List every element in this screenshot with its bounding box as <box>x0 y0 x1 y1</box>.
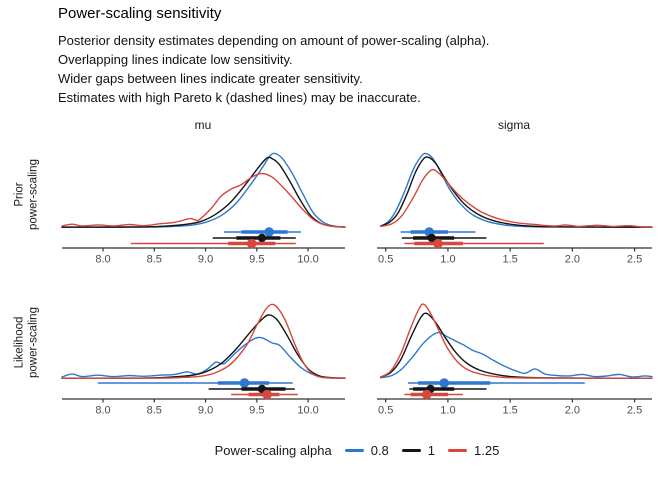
svg-text:0.5: 0.5 <box>378 254 393 266</box>
legend-item-label: 0.8 <box>370 443 389 458</box>
svg-text:9.5: 9.5 <box>249 254 264 266</box>
subtitle-line-1: Posterior density estimates depending on… <box>58 33 490 48</box>
svg-text:8.0: 8.0 <box>95 254 110 266</box>
svg-text:10.0: 10.0 <box>297 405 318 417</box>
legend-line-swatch-red <box>448 449 468 452</box>
svg-text:1.0: 1.0 <box>440 254 455 266</box>
facet-label-prior-power-scaling: Prior power-scaling <box>13 159 40 230</box>
svg-text:9.0: 9.0 <box>198 405 213 417</box>
legend-title: Power-scaling alpha <box>214 443 332 458</box>
svg-text:2.5: 2.5 <box>627 405 642 417</box>
svg-text:2.5: 2.5 <box>627 254 642 266</box>
legend-item-alpha-1: 1 <box>401 443 436 458</box>
svg-text:10.0: 10.0 <box>297 254 318 266</box>
facet-label-sigma: sigma <box>497 118 530 132</box>
facet-label-mu: mu <box>194 118 212 132</box>
legend-item-alpha-0-8: 0.8 <box>344 443 389 458</box>
legend-line-swatch-black <box>401 449 421 452</box>
svg-text:2.0: 2.0 <box>565 254 580 266</box>
facet-label-likelihood-power-scaling: Likelihood power-scaling <box>13 307 40 378</box>
legend-item-alpha-1-25: 1.25 <box>448 443 499 458</box>
svg-text:1.5: 1.5 <box>502 405 517 417</box>
svg-text:8.5: 8.5 <box>147 254 162 266</box>
subtitle-line-4: Estimates with high Pareto k (dashed lin… <box>58 90 421 105</box>
svg-text:1.5: 1.5 <box>502 254 517 266</box>
legend-item-label: 1 <box>427 443 436 458</box>
svg-text:9.0: 9.0 <box>198 254 213 266</box>
subtitle-line-2: Overlapping lines indicate low sensitivi… <box>58 52 293 67</box>
svg-text:9.5: 9.5 <box>249 405 264 417</box>
legend-line-swatch-blue <box>344 449 364 452</box>
svg-text:8.0: 8.0 <box>95 405 110 417</box>
plot-title: Power-scaling sensitivity <box>58 5 222 22</box>
svg-text:8.5: 8.5 <box>147 405 162 417</box>
svg-text:0.5: 0.5 <box>378 405 393 417</box>
svg-text:2.0: 2.0 <box>565 405 580 417</box>
svg-text:1.0: 1.0 <box>440 405 455 417</box>
legend-item-label: 1.25 <box>474 443 500 458</box>
plot-subtitle: Posterior density estimates depending on… <box>58 31 489 107</box>
legend: Power-scaling alpha 0.8 1 1.25 <box>62 443 652 458</box>
subtitle-line-3: Wider gaps between lines indicate greate… <box>58 71 363 86</box>
